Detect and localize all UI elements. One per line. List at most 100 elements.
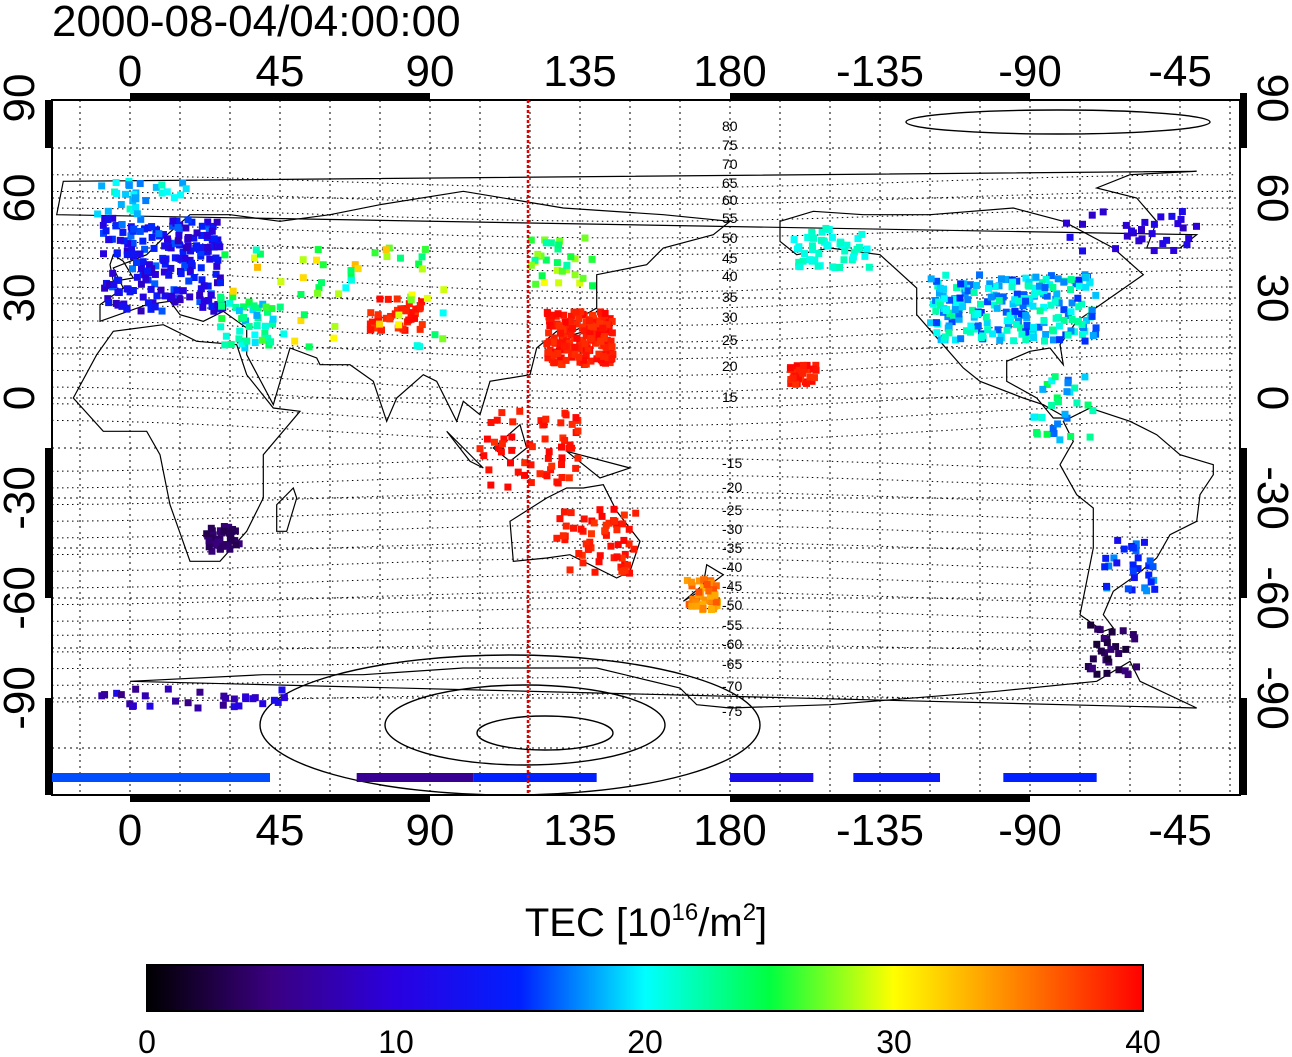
- tec-cell: [203, 530, 211, 538]
- tec-cell: [105, 299, 113, 307]
- tec-cell: [587, 357, 595, 365]
- tec-cell: [1150, 247, 1158, 255]
- tec-cell: [1097, 647, 1105, 655]
- lat-label-left: -90: [0, 666, 44, 730]
- tec-cell: [1009, 300, 1017, 308]
- tec-cell: [927, 275, 935, 283]
- contour-lines: [52, 109, 1236, 795]
- tec-cell: [198, 231, 206, 239]
- tec-cell: [212, 270, 220, 278]
- tec-cell: [542, 415, 550, 423]
- tec-cell: [597, 308, 605, 316]
- tec-cell: [1033, 430, 1041, 438]
- tec-cell: [624, 561, 632, 569]
- tec-cell: [168, 292, 176, 300]
- tec-cell: [139, 293, 147, 301]
- tec-cell: [132, 685, 140, 693]
- tec-cell: [222, 694, 230, 702]
- tec-cell: [1122, 221, 1130, 229]
- tec-cell: [557, 339, 565, 347]
- tec-cell: [418, 298, 426, 306]
- tec-cell: [186, 293, 194, 301]
- tec-cell: [703, 580, 711, 588]
- tec-cell: [132, 203, 140, 211]
- tec-cell: [1092, 324, 1100, 332]
- lat-label-right: 30: [1248, 274, 1292, 323]
- tec-polar-band: [356, 773, 474, 782]
- tec-cell: [231, 537, 239, 545]
- tec-cell: [1084, 401, 1092, 409]
- tec-polar-band: [730, 773, 814, 782]
- tec-polar-band: [52, 773, 270, 782]
- tec-cell: [695, 577, 703, 585]
- tec-cell: [621, 550, 629, 558]
- tec-cell: [1093, 670, 1101, 678]
- tec-cell: [110, 280, 118, 288]
- tec-cell: [560, 342, 568, 350]
- tec-cell: [707, 606, 715, 614]
- tec-cell: [242, 693, 250, 701]
- tec-cell: [1067, 327, 1075, 335]
- tec-cell: [161, 260, 169, 268]
- tec-cell: [940, 285, 948, 293]
- tec-cell: [556, 329, 564, 337]
- tec-cell: [589, 316, 597, 324]
- tec-cell: [487, 418, 495, 426]
- tec-cell: [158, 189, 166, 197]
- tec-cell: [151, 280, 159, 288]
- tec-cell: [1103, 669, 1111, 677]
- tec-cell: [700, 576, 708, 584]
- tec-cell: [314, 289, 322, 297]
- tec-cell: [225, 523, 233, 531]
- border-segment: [1240, 100, 1247, 148]
- tec-cell: [487, 481, 495, 489]
- tec-cell: [540, 279, 548, 287]
- tec-cell: [245, 322, 253, 330]
- tec-cell: [588, 255, 596, 263]
- tec-cell: [573, 334, 581, 342]
- tec-cell: [550, 334, 558, 342]
- tec-cell: [575, 550, 583, 558]
- tec-cell: [182, 224, 190, 232]
- colorbar-title: TEC [1016/m2]: [524, 899, 768, 946]
- contour-label: -35: [722, 540, 742, 556]
- tec-cell: [119, 228, 127, 236]
- tec-cell: [974, 310, 982, 318]
- tec-cell: [117, 201, 125, 209]
- tec-cell: [494, 444, 502, 452]
- tec-cell: [959, 303, 967, 311]
- tec-cell: [208, 227, 216, 235]
- tec-cell: [581, 340, 589, 348]
- coastline: [109, 253, 135, 282]
- tec-cell: [863, 245, 871, 253]
- tec-cell: [197, 244, 205, 252]
- tec-cell: [613, 553, 621, 561]
- tec-cell: [1124, 671, 1132, 679]
- tec-cell: [170, 194, 178, 202]
- tec-cell: [1150, 220, 1158, 228]
- tec-cell: [120, 237, 128, 245]
- lon-label-bottom: -45: [1148, 806, 1212, 855]
- tec-cell: [402, 307, 410, 315]
- tec-cell: [280, 694, 288, 702]
- tec-cell: [114, 276, 122, 284]
- tec-cell: [562, 522, 570, 530]
- tec-cell: [543, 308, 551, 316]
- tec-cell: [596, 320, 604, 328]
- tec-cell: [235, 307, 243, 315]
- contour-label: 45: [722, 250, 738, 266]
- tec-cell: [605, 325, 613, 333]
- tec-cell: [188, 259, 196, 267]
- tec-cell: [398, 306, 406, 314]
- tec-cell: [932, 319, 940, 327]
- tec-cell: [317, 279, 325, 287]
- tec-cell: [632, 509, 640, 517]
- tec-cell: [598, 512, 606, 520]
- colorbar-tick-label: 30: [876, 1024, 912, 1057]
- contour-label: 80: [722, 118, 738, 134]
- tec-cell: [179, 179, 187, 187]
- tec-cell: [229, 287, 237, 295]
- tec-cell: [197, 249, 205, 257]
- tec-cell: [618, 554, 626, 562]
- tec-cell: [966, 328, 974, 336]
